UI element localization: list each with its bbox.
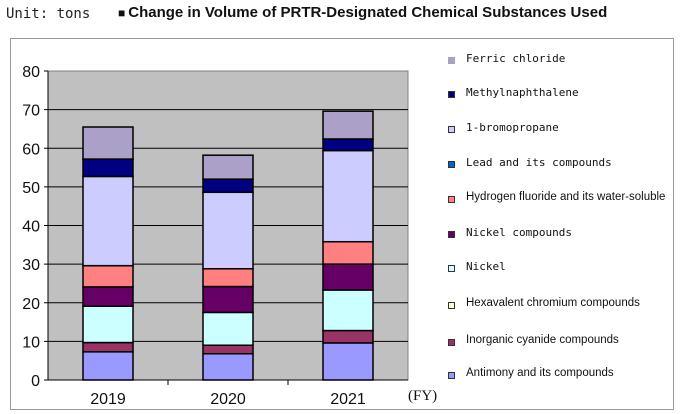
legend-swatch xyxy=(448,161,455,168)
bar-segment xyxy=(202,178,254,194)
x-axis-label: (FY) xyxy=(408,388,437,404)
chart-title-text: Change in Volume of PRTR-Designated Chem… xyxy=(128,4,608,21)
legend-label: Nickel compounds xyxy=(466,226,572,239)
unit-label: Unit: tons xyxy=(6,6,91,22)
legend-swatch xyxy=(448,196,455,203)
bar-segment xyxy=(82,158,134,178)
bar-segment xyxy=(82,175,134,267)
y-tick-label: 20 xyxy=(22,296,40,313)
legend-swatch xyxy=(448,231,455,238)
y-tick-label: 0 xyxy=(31,373,40,390)
bar-segment xyxy=(202,311,254,346)
y-tick-label: 60 xyxy=(22,141,40,158)
bar-segment xyxy=(202,344,254,355)
y-tick-label: 50 xyxy=(22,180,40,197)
legend-swatch xyxy=(448,265,455,272)
bar-segment xyxy=(322,138,374,152)
legend-label: Lead and its compounds xyxy=(466,156,612,169)
bar-segment xyxy=(202,285,254,314)
legend-item: Nickel xyxy=(444,260,676,278)
legend-label: Hexavalent chromium compounds xyxy=(466,297,640,309)
bar-segment xyxy=(82,351,134,381)
legend-item: Hexavalent chromium compounds xyxy=(444,297,676,315)
bar-segment xyxy=(202,352,254,381)
legend-label: Nickel xyxy=(466,260,506,273)
legend-item: Lead and its compounds xyxy=(444,156,676,174)
legend-item: Methylnaphthalene xyxy=(444,86,676,104)
bar-segment xyxy=(202,268,254,288)
bar-segment xyxy=(322,329,374,344)
y-tick-label: 10 xyxy=(22,334,40,351)
bar-segment xyxy=(82,341,134,353)
legend-item: Hydrogen fluoride and its water-soluble xyxy=(444,191,676,209)
bar-segment xyxy=(322,342,374,381)
legend-item: Ferric chloride xyxy=(444,52,676,70)
bar-segment xyxy=(82,264,134,288)
y-tick-label: 40 xyxy=(22,219,40,236)
legend-swatch xyxy=(448,339,455,346)
y-tick-label: 30 xyxy=(22,257,40,274)
legend-swatch xyxy=(448,91,455,98)
legend-label: 1-bromopropane xyxy=(466,121,559,134)
bar-segment xyxy=(82,126,134,160)
legend-label: Hydrogen fluoride and its water-soluble xyxy=(466,191,666,203)
chart-panel xyxy=(10,38,674,410)
legend-label: Antimony and its compounds xyxy=(466,367,614,379)
legend-label: Ferric chloride xyxy=(466,52,566,65)
bar-segment xyxy=(202,154,254,180)
chart-title: ■ Change in Volume of PRTR-Designated Che… xyxy=(118,4,607,21)
legend-item: Nickel compounds xyxy=(444,226,676,244)
bar-segment xyxy=(322,263,374,291)
y-tick-label: 80 xyxy=(22,64,40,81)
bar-segment xyxy=(322,289,374,332)
bar-segment xyxy=(322,149,374,243)
bar-segment xyxy=(322,240,374,265)
legend-item: Inorganic cyanide compounds xyxy=(444,334,676,352)
legend-swatch xyxy=(448,302,455,309)
legend-swatch xyxy=(448,372,455,379)
legend-swatch xyxy=(448,126,455,133)
legend-label: Methylnaphthalene xyxy=(466,86,579,99)
x-tick-label: 2019 xyxy=(90,391,126,408)
legend-item: 1-bromopropane xyxy=(444,121,676,139)
bar-segment xyxy=(82,286,134,307)
x-tick-label: 2020 xyxy=(210,391,246,408)
y-tick-label: 70 xyxy=(22,103,40,120)
bar-segment xyxy=(82,305,134,344)
bar-segment xyxy=(202,191,254,270)
legend-label: Inorganic cyanide compounds xyxy=(466,334,619,346)
bar-segment xyxy=(322,110,374,140)
legend-swatch xyxy=(448,57,455,64)
legend-item: Antimony and its compounds xyxy=(444,367,676,385)
x-tick-label: 2021 xyxy=(330,391,366,408)
title-marker: ■ xyxy=(118,6,126,20)
